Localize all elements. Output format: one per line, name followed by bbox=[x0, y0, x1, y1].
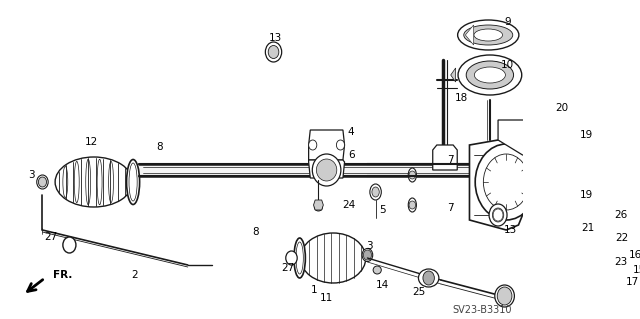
Ellipse shape bbox=[362, 249, 372, 262]
Ellipse shape bbox=[408, 198, 417, 212]
Polygon shape bbox=[314, 200, 323, 210]
Text: 23: 23 bbox=[614, 257, 627, 267]
Ellipse shape bbox=[614, 253, 627, 263]
Text: 18: 18 bbox=[454, 93, 468, 103]
Ellipse shape bbox=[466, 61, 513, 89]
Circle shape bbox=[603, 253, 614, 267]
Text: 25: 25 bbox=[412, 287, 426, 297]
Text: 17: 17 bbox=[626, 277, 639, 287]
Circle shape bbox=[337, 140, 344, 150]
Text: 3: 3 bbox=[28, 170, 35, 180]
Circle shape bbox=[286, 251, 297, 265]
Ellipse shape bbox=[601, 217, 616, 227]
Polygon shape bbox=[465, 25, 474, 45]
Ellipse shape bbox=[268, 46, 279, 58]
Ellipse shape bbox=[560, 194, 575, 206]
Ellipse shape bbox=[458, 55, 522, 95]
Text: 14: 14 bbox=[376, 280, 388, 290]
Ellipse shape bbox=[266, 42, 282, 62]
Ellipse shape bbox=[614, 275, 627, 285]
Ellipse shape bbox=[314, 203, 323, 211]
Ellipse shape bbox=[55, 157, 132, 207]
Ellipse shape bbox=[544, 113, 554, 123]
Text: 27: 27 bbox=[44, 232, 57, 242]
Circle shape bbox=[409, 201, 415, 209]
Ellipse shape bbox=[408, 168, 417, 182]
Text: 12: 12 bbox=[85, 137, 98, 147]
Text: 26: 26 bbox=[614, 210, 627, 220]
Text: 24: 24 bbox=[342, 200, 355, 210]
Text: 20: 20 bbox=[555, 103, 568, 113]
Ellipse shape bbox=[492, 208, 504, 222]
Ellipse shape bbox=[623, 267, 634, 277]
Text: 10: 10 bbox=[501, 60, 515, 70]
Ellipse shape bbox=[36, 175, 48, 189]
Polygon shape bbox=[308, 130, 344, 160]
Ellipse shape bbox=[474, 67, 506, 83]
Circle shape bbox=[475, 144, 537, 220]
Ellipse shape bbox=[474, 29, 502, 41]
Ellipse shape bbox=[129, 163, 137, 201]
Text: 3: 3 bbox=[367, 241, 373, 251]
Ellipse shape bbox=[373, 266, 381, 274]
Ellipse shape bbox=[495, 285, 515, 307]
Text: 21: 21 bbox=[581, 223, 595, 233]
Ellipse shape bbox=[575, 213, 584, 222]
Text: 5: 5 bbox=[379, 205, 385, 215]
Ellipse shape bbox=[600, 234, 616, 246]
Ellipse shape bbox=[560, 134, 575, 146]
Text: 7: 7 bbox=[447, 203, 454, 213]
Polygon shape bbox=[524, 68, 529, 82]
Ellipse shape bbox=[300, 233, 366, 283]
Circle shape bbox=[493, 209, 503, 221]
Circle shape bbox=[364, 250, 371, 260]
Text: 2: 2 bbox=[131, 270, 138, 280]
Circle shape bbox=[483, 154, 529, 210]
Ellipse shape bbox=[599, 252, 617, 268]
Text: 9: 9 bbox=[504, 17, 511, 27]
Polygon shape bbox=[470, 140, 522, 230]
Polygon shape bbox=[498, 120, 543, 155]
Text: SV23-B3310: SV23-B3310 bbox=[452, 305, 511, 315]
Ellipse shape bbox=[296, 242, 303, 274]
Polygon shape bbox=[308, 160, 344, 178]
Circle shape bbox=[497, 287, 512, 305]
Circle shape bbox=[63, 237, 76, 253]
Text: 8: 8 bbox=[252, 227, 259, 237]
Text: 27: 27 bbox=[281, 263, 294, 273]
Text: 4: 4 bbox=[348, 127, 355, 137]
Circle shape bbox=[423, 271, 435, 285]
Polygon shape bbox=[433, 145, 457, 170]
Ellipse shape bbox=[370, 184, 381, 200]
Bar bbox=[139, 164, 502, 176]
Text: 19: 19 bbox=[580, 130, 593, 140]
Circle shape bbox=[308, 140, 317, 150]
Text: 15: 15 bbox=[633, 265, 640, 275]
Text: 11: 11 bbox=[320, 293, 333, 303]
Ellipse shape bbox=[316, 159, 337, 181]
Text: 13: 13 bbox=[504, 225, 517, 235]
Ellipse shape bbox=[489, 204, 507, 226]
Circle shape bbox=[38, 177, 47, 187]
Ellipse shape bbox=[419, 269, 439, 287]
Ellipse shape bbox=[127, 160, 140, 204]
Polygon shape bbox=[451, 68, 456, 82]
Text: FR.: FR. bbox=[53, 270, 72, 280]
Ellipse shape bbox=[464, 25, 513, 45]
Ellipse shape bbox=[372, 187, 380, 197]
Circle shape bbox=[409, 171, 415, 179]
Text: 13: 13 bbox=[269, 33, 282, 43]
Text: 1: 1 bbox=[311, 285, 317, 295]
Ellipse shape bbox=[294, 238, 305, 278]
Text: 7: 7 bbox=[447, 155, 454, 165]
Text: 8: 8 bbox=[156, 142, 163, 152]
Ellipse shape bbox=[312, 154, 341, 186]
Text: 19: 19 bbox=[580, 190, 593, 200]
Polygon shape bbox=[544, 115, 554, 122]
Text: 22: 22 bbox=[616, 233, 628, 243]
Text: 6: 6 bbox=[348, 150, 355, 160]
Text: 16: 16 bbox=[628, 250, 640, 260]
Ellipse shape bbox=[458, 20, 519, 50]
